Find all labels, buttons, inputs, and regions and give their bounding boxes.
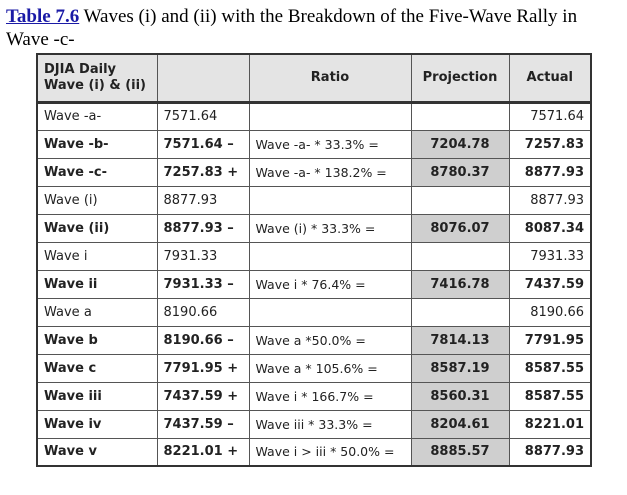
cell-ratio: Wave a * 105.6% = [248, 353, 412, 383]
cell-ratio [248, 185, 412, 215]
caption-text: Waves (i) and (ii) with the Breakdown of… [6, 6, 578, 50]
cell-projection: 7416.78 [410, 269, 510, 299]
table-number-link[interactable]: Table 7.6 [6, 6, 80, 27]
cell-projection: 7204.78 [410, 129, 510, 159]
cell-ratio [248, 241, 412, 271]
cell-actual: 8190.66 [508, 297, 592, 327]
cell-projection: 8204.61 [410, 409, 510, 439]
header-projection: Projection [410, 53, 510, 104]
cell-projection [410, 101, 510, 131]
cell-actual: 7571.64 [508, 101, 592, 131]
cell-value: 7931.33 [156, 241, 250, 271]
cell-projection [410, 185, 510, 215]
cell-ratio: Wave -a- * 138.2% = [248, 157, 412, 187]
cell-projection: 7814.13 [410, 325, 510, 355]
cell-value: 8221.01 + [156, 437, 250, 467]
cell-wave: Wave -b- [36, 129, 158, 159]
cell-actual: 8877.93 [508, 157, 592, 187]
table-row: Wave c 7791.95 + Wave a * 105.6% = 8587.19 8… [36, 353, 592, 383]
cell-ratio: Wave (i) * 33.3% = [248, 213, 412, 243]
cell-value: 7791.95 + [156, 353, 250, 383]
table-row: Wave -b- 7571.64 – Wave -a- * 33.3% = 7204.… [36, 129, 592, 159]
table-row: Wave i 7931.33 7931.33 [36, 241, 592, 271]
cell-value: 7437.59 – [156, 409, 250, 439]
cell-ratio: Wave -a- * 33.3% = [248, 129, 412, 159]
cell-actual: 7257.83 [508, 129, 592, 159]
cell-wave: Wave (i) [36, 185, 158, 215]
table-header-row: DJIA Daily Wave (i) & (ii) Ratio Projecti… [36, 53, 592, 104]
cell-wave: Wave c [36, 353, 158, 383]
cell-value: 7257.83 + [156, 157, 250, 187]
cell-wave: Wave v [36, 437, 158, 467]
cell-projection: 8587.19 [410, 353, 510, 383]
cell-projection [410, 241, 510, 271]
cell-actual: 8587.55 [508, 381, 592, 411]
header-value [156, 53, 250, 104]
wave-breakdown-table: DJIA Daily Wave (i) & (ii) Ratio Projecti… [36, 53, 592, 467]
table-row: Wave b 8190.66 – Wave a *50.0% = 7814.13 779… [36, 325, 592, 355]
header-actual: Actual [508, 53, 592, 104]
cell-value: 7931.33 – [156, 269, 250, 299]
cell-wave: Wave i [36, 241, 158, 271]
cell-actual: 8587.55 [508, 353, 592, 383]
cell-actual: 8877.93 [508, 437, 592, 467]
table-row: Wave -a- 7571.64 7571.64 [36, 101, 592, 131]
cell-wave: Wave b [36, 325, 158, 355]
cell-value: 7571.64 [156, 101, 250, 131]
header-wave: DJIA Daily Wave (i) & (ii) [36, 53, 158, 104]
cell-value: 7571.64 – [156, 129, 250, 159]
table-row: Wave -c- 7257.83 + Wave -a- * 138.2% = 8780… [36, 157, 592, 187]
cell-ratio: Wave i * 166.7% = [248, 381, 412, 411]
cell-projection: 8076.07 [410, 213, 510, 243]
cell-actual: 7931.33 [508, 241, 592, 271]
table-row: Wave (i) 8877.93 8877.93 [36, 185, 592, 215]
table-body: Wave -a- 7571.64 7571.64 Wave -b- 7571.64 – W… [36, 101, 592, 467]
header-wave-line2: Wave (i) & (ii) [44, 78, 146, 93]
cell-projection: 8885.57 [410, 437, 510, 467]
cell-value: 7437.59 + [156, 381, 250, 411]
cell-wave: Wave -c- [36, 157, 158, 187]
cell-wave: Wave -a- [36, 101, 158, 131]
cell-actual: 8221.01 [508, 409, 592, 439]
cell-projection [410, 297, 510, 327]
cell-wave: Wave ii [36, 269, 158, 299]
cell-actual: 7791.95 [508, 325, 592, 355]
cell-projection: 8560.31 [410, 381, 510, 411]
cell-ratio [248, 101, 412, 131]
cell-value: 8877.93 – [156, 213, 250, 243]
cell-wave: Wave iii [36, 381, 158, 411]
cell-value: 8190.66 [156, 297, 250, 327]
cell-actual: 8877.93 [508, 185, 592, 215]
cell-wave: Wave (ii) [36, 213, 158, 243]
table-caption: Table 7.6 Waves (i) and (ii) with the Br… [6, 5, 621, 51]
cell-wave: Wave iv [36, 409, 158, 439]
cell-ratio: Wave i * 76.4% = [248, 269, 412, 299]
table-row: Wave v 8221.01 + Wave i > iii * 50.0% = 888… [36, 437, 592, 467]
table-row: Wave iii 7437.59 + Wave i * 166.7% = 8560.3… [36, 381, 592, 411]
cell-actual: 7437.59 [508, 269, 592, 299]
cell-ratio: Wave i > iii * 50.0% = [248, 437, 412, 467]
table-row: Wave (ii) 8877.93 – Wave (i) * 33.3% = 8076… [36, 213, 592, 243]
cell-ratio: Wave iii * 33.3% = [248, 409, 412, 439]
header-wave-line1: DJIA Daily [44, 62, 117, 77]
table-row: Wave a 8190.66 8190.66 [36, 297, 592, 327]
cell-actual: 8087.34 [508, 213, 592, 243]
table-row: Wave ii 7931.33 – Wave i * 76.4% = 7416.78 7… [36, 269, 592, 299]
table-row: Wave iv 7437.59 – Wave iii * 33.3% = 8204.6… [36, 409, 592, 439]
cell-wave: Wave a [36, 297, 158, 327]
header-ratio: Ratio [248, 53, 412, 104]
cell-value: 8877.93 [156, 185, 250, 215]
cell-value: 8190.66 – [156, 325, 250, 355]
cell-projection: 8780.37 [410, 157, 510, 187]
cell-ratio: Wave a *50.0% = [248, 325, 412, 355]
cell-ratio [248, 297, 412, 327]
